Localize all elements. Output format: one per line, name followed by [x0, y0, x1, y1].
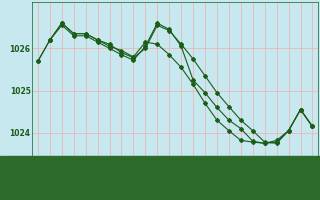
- X-axis label: Graphe pression niveau de la mer (hPa): Graphe pression niveau de la mer (hPa): [89, 167, 261, 176]
